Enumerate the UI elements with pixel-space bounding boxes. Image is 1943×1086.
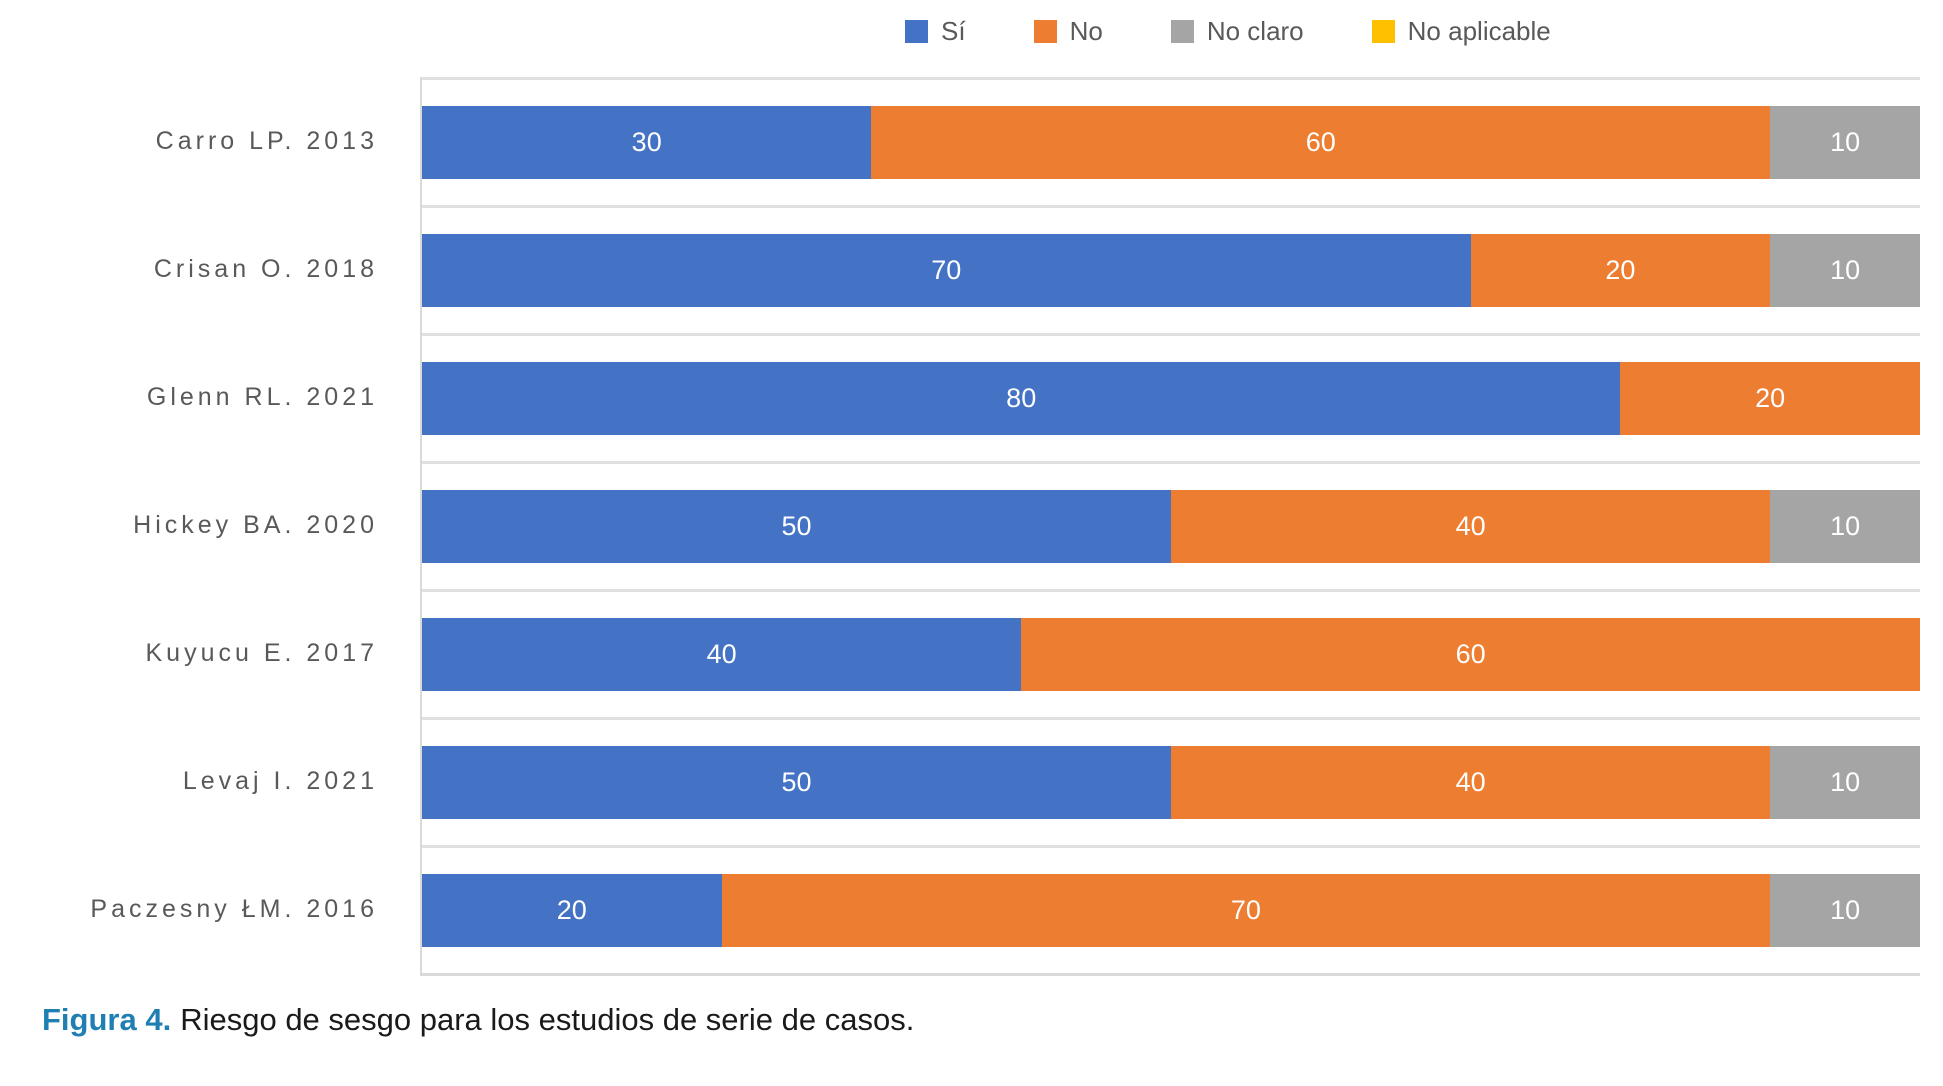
category-band: 70 20 10 <box>422 205 1920 333</box>
bar-segment-no: 60 <box>871 106 1771 179</box>
category-label: Kuyucu E. 2017 <box>145 638 378 667</box>
stacked-bar: 80 20 <box>422 362 1920 435</box>
category-band: 50 40 10 <box>422 461 1920 589</box>
bar-segment-no-claro: 10 <box>1770 234 1920 307</box>
stacked-bar: 30 60 10 <box>422 106 1920 179</box>
legend-swatch-no-aplicable-icon <box>1371 19 1395 43</box>
value-label: 10 <box>1830 511 1861 541</box>
bar-segment-no: 40 <box>1171 746 1771 819</box>
bar-segment-no-claro: 10 <box>1770 746 1920 819</box>
chart-legend: Sí No No claro No aplicable <box>905 18 1551 44</box>
legend-label: No <box>1069 16 1103 46</box>
legend-item-no-aplicable: No aplicable <box>1371 16 1551 46</box>
bar-segment-si: 50 <box>422 746 1171 819</box>
legend-item-no: No <box>1033 16 1103 46</box>
bar-segment-no: 20 <box>1620 362 1920 435</box>
value-label: 10 <box>1830 767 1861 797</box>
value-label: 80 <box>1006 383 1037 413</box>
value-label: 10 <box>1830 127 1861 157</box>
value-label: 70 <box>1230 895 1261 925</box>
caption-text: Riesgo de sesgo para los estudios de ser… <box>180 1002 915 1037</box>
category-label: Paczesny ŁM. 2016 <box>90 894 378 923</box>
stacked-bar: 50 40 10 <box>422 490 1920 563</box>
category-band: 20 70 10 <box>422 845 1920 973</box>
bar-segment-no-claro: 10 <box>1770 106 1920 179</box>
category-axis: Carro LP. 2013 Crisan O. 2018 Glenn RL. 20… <box>0 77 420 973</box>
value-label: 50 <box>781 767 812 797</box>
value-label: 20 <box>556 895 587 925</box>
legend-swatch-no-icon <box>1033 19 1057 43</box>
category-band: 30 60 10 <box>422 77 1920 205</box>
stacked-bar: 50 40 10 <box>422 746 1920 819</box>
value-label: 60 <box>1305 127 1336 157</box>
caption-label: Figura 4. <box>42 1002 172 1037</box>
stacked-bar: 70 20 10 <box>422 234 1920 307</box>
category-band: 40 60 <box>422 589 1920 717</box>
bar-segment-no: 70 <box>721 874 1771 947</box>
bar-segment-no: 40 <box>1171 490 1771 563</box>
bar-segment-no: 20 <box>1470 234 1771 307</box>
value-label: 10 <box>1830 895 1861 925</box>
figure-caption: Figura 4. Riesgo de sesgo para los estudi… <box>42 1002 914 1038</box>
value-label: 70 <box>931 255 962 285</box>
bar-segment-no: 60 <box>1021 618 1920 691</box>
bar-segment-no-claro: 10 <box>1770 490 1920 563</box>
bar-segment-si: 50 <box>422 490 1171 563</box>
category-band: 80 20 <box>422 333 1920 461</box>
category-label: Hickey BA. 2020 <box>133 510 378 539</box>
category-label: Levaj I. 2021 <box>182 766 378 795</box>
bar-segment-si: 70 <box>422 234 1471 307</box>
bar-segment-no-claro: 10 <box>1770 874 1920 947</box>
value-label: 20 <box>1755 383 1786 413</box>
legend-label: No claro <box>1206 16 1304 46</box>
category-label: Glenn RL. 2021 <box>146 382 378 411</box>
bar-segment-si: 80 <box>422 362 1621 435</box>
value-label: 40 <box>1455 511 1486 541</box>
legend-swatch-si-icon <box>905 19 928 43</box>
stacked-bar: 40 60 <box>422 618 1920 691</box>
value-label: 10 <box>1830 255 1861 285</box>
category-band: 50 40 10 <box>422 717 1920 845</box>
legend-label: No aplicable <box>1407 16 1551 46</box>
value-label: 40 <box>1455 767 1486 797</box>
legend-swatch-no-claro-icon <box>1170 19 1194 43</box>
legend-item-si: Sí <box>905 18 966 44</box>
value-label: 20 <box>1605 255 1636 285</box>
legend-item-no-claro: No claro <box>1170 16 1304 46</box>
category-label: Crisan O. 2018 <box>153 254 378 283</box>
bar-segment-si: 40 <box>422 618 1022 691</box>
legend-label: Sí <box>941 16 966 46</box>
value-label: 60 <box>1455 639 1486 669</box>
bar-segment-si: 30 <box>422 106 872 179</box>
stacked-bar: 20 70 10 <box>422 874 1920 947</box>
category-label: Carro LP. 2013 <box>155 126 378 155</box>
plot-area: 30 60 10 70 20 10 80 20 50 40 10 40 60 50 40 10 20 70 10 <box>420 77 1920 976</box>
value-label: 50 <box>781 511 812 541</box>
value-label: 40 <box>706 639 737 669</box>
bar-segment-si: 20 <box>422 874 722 947</box>
value-label: 30 <box>631 127 662 157</box>
